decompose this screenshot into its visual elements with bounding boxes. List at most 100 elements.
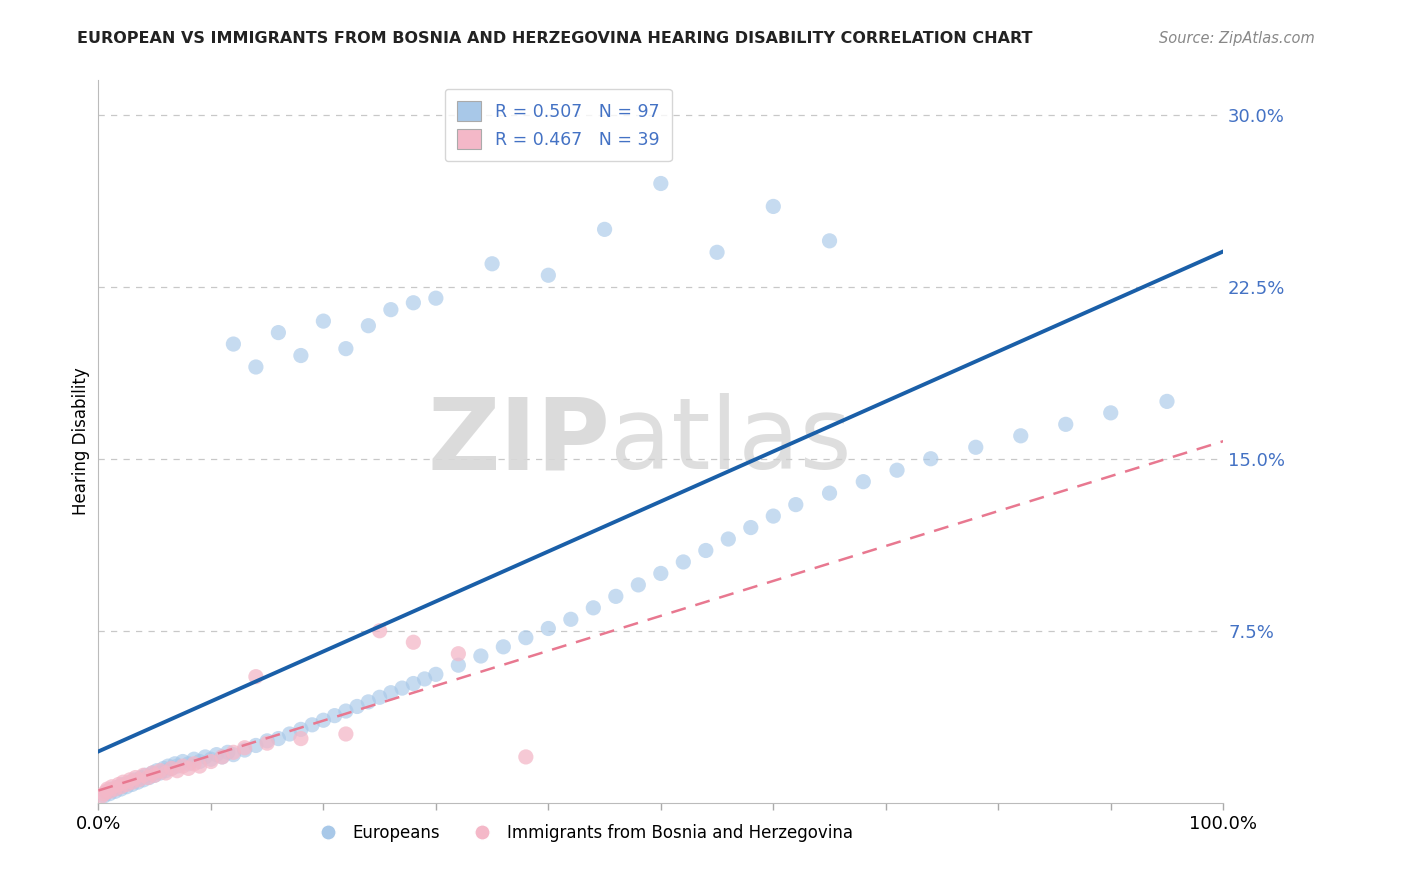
Point	[785, 498, 807, 512]
Point	[335, 342, 357, 356]
Point	[188, 759, 211, 773]
Point	[380, 302, 402, 317]
Point	[886, 463, 908, 477]
Point	[593, 222, 616, 236]
Point	[1099, 406, 1122, 420]
Point	[323, 708, 346, 723]
Point	[149, 764, 172, 778]
Point	[112, 777, 135, 791]
Point	[136, 771, 159, 785]
Point	[93, 787, 115, 801]
Point	[391, 681, 413, 695]
Point	[492, 640, 515, 654]
Point	[402, 676, 425, 690]
Point	[172, 755, 194, 769]
Point	[138, 771, 160, 785]
Point	[155, 764, 177, 778]
Point	[160, 761, 183, 775]
Point	[380, 686, 402, 700]
Point	[233, 740, 256, 755]
Point	[301, 718, 323, 732]
Point	[118, 775, 141, 789]
Point	[290, 731, 312, 746]
Point	[121, 777, 143, 791]
Point	[166, 759, 188, 773]
Point	[852, 475, 875, 489]
Point	[115, 777, 138, 791]
Point	[166, 764, 188, 778]
Point	[537, 268, 560, 283]
Point	[357, 318, 380, 333]
Point	[818, 234, 841, 248]
Point	[188, 755, 211, 769]
Point	[222, 747, 245, 762]
Point	[172, 759, 194, 773]
Point	[762, 509, 785, 524]
Point	[233, 743, 256, 757]
Text: EUROPEAN VS IMMIGRANTS FROM BOSNIA AND HERZEGOVINA HEARING DISABILITY CORRELATIO: EUROPEAN VS IMMIGRANTS FROM BOSNIA AND H…	[77, 31, 1033, 46]
Point	[256, 734, 278, 748]
Point	[143, 768, 166, 782]
Point	[582, 600, 605, 615]
Point	[128, 772, 150, 787]
Point	[211, 750, 233, 764]
Point	[141, 766, 163, 780]
Text: atlas: atlas	[610, 393, 852, 490]
Point	[267, 731, 290, 746]
Point	[965, 440, 987, 454]
Point	[312, 713, 335, 727]
Point	[141, 766, 163, 780]
Point	[447, 647, 470, 661]
Point	[425, 667, 447, 681]
Point	[129, 771, 152, 785]
Point	[425, 291, 447, 305]
Point	[368, 624, 391, 638]
Point	[157, 759, 180, 773]
Point	[104, 782, 127, 797]
Point	[447, 658, 470, 673]
Point	[470, 648, 492, 663]
Point	[205, 747, 228, 762]
Point	[98, 787, 121, 801]
Point	[920, 451, 942, 466]
Point	[650, 566, 672, 581]
Point	[217, 745, 239, 759]
Point	[605, 590, 627, 604]
Point	[160, 761, 183, 775]
Point	[312, 314, 335, 328]
Point	[706, 245, 728, 260]
Point	[93, 789, 115, 803]
Point	[104, 784, 127, 798]
Point	[245, 359, 267, 374]
Point	[200, 752, 222, 766]
Point	[627, 578, 650, 592]
Legend: Europeans, Immigrants from Bosnia and Herzegovina: Europeans, Immigrants from Bosnia and He…	[305, 817, 859, 848]
Point	[121, 775, 143, 789]
Point	[107, 777, 129, 791]
Point	[1054, 417, 1077, 432]
Point	[177, 756, 200, 771]
Point	[537, 622, 560, 636]
Y-axis label: Hearing Disability: Hearing Disability	[72, 368, 90, 516]
Point	[368, 690, 391, 705]
Point	[1010, 429, 1032, 443]
Point	[650, 177, 672, 191]
Point	[163, 756, 186, 771]
Point	[1156, 394, 1178, 409]
Point	[96, 782, 118, 797]
Text: ZIP: ZIP	[427, 393, 610, 490]
Point	[335, 727, 357, 741]
Point	[740, 520, 762, 534]
Point	[222, 337, 245, 351]
Point	[146, 764, 169, 778]
Point	[110, 782, 132, 797]
Point	[107, 780, 129, 794]
Point	[413, 672, 436, 686]
Point	[124, 771, 146, 785]
Point	[290, 349, 312, 363]
Point	[135, 768, 157, 782]
Point	[200, 755, 222, 769]
Point	[256, 736, 278, 750]
Point	[818, 486, 841, 500]
Point	[96, 784, 118, 798]
